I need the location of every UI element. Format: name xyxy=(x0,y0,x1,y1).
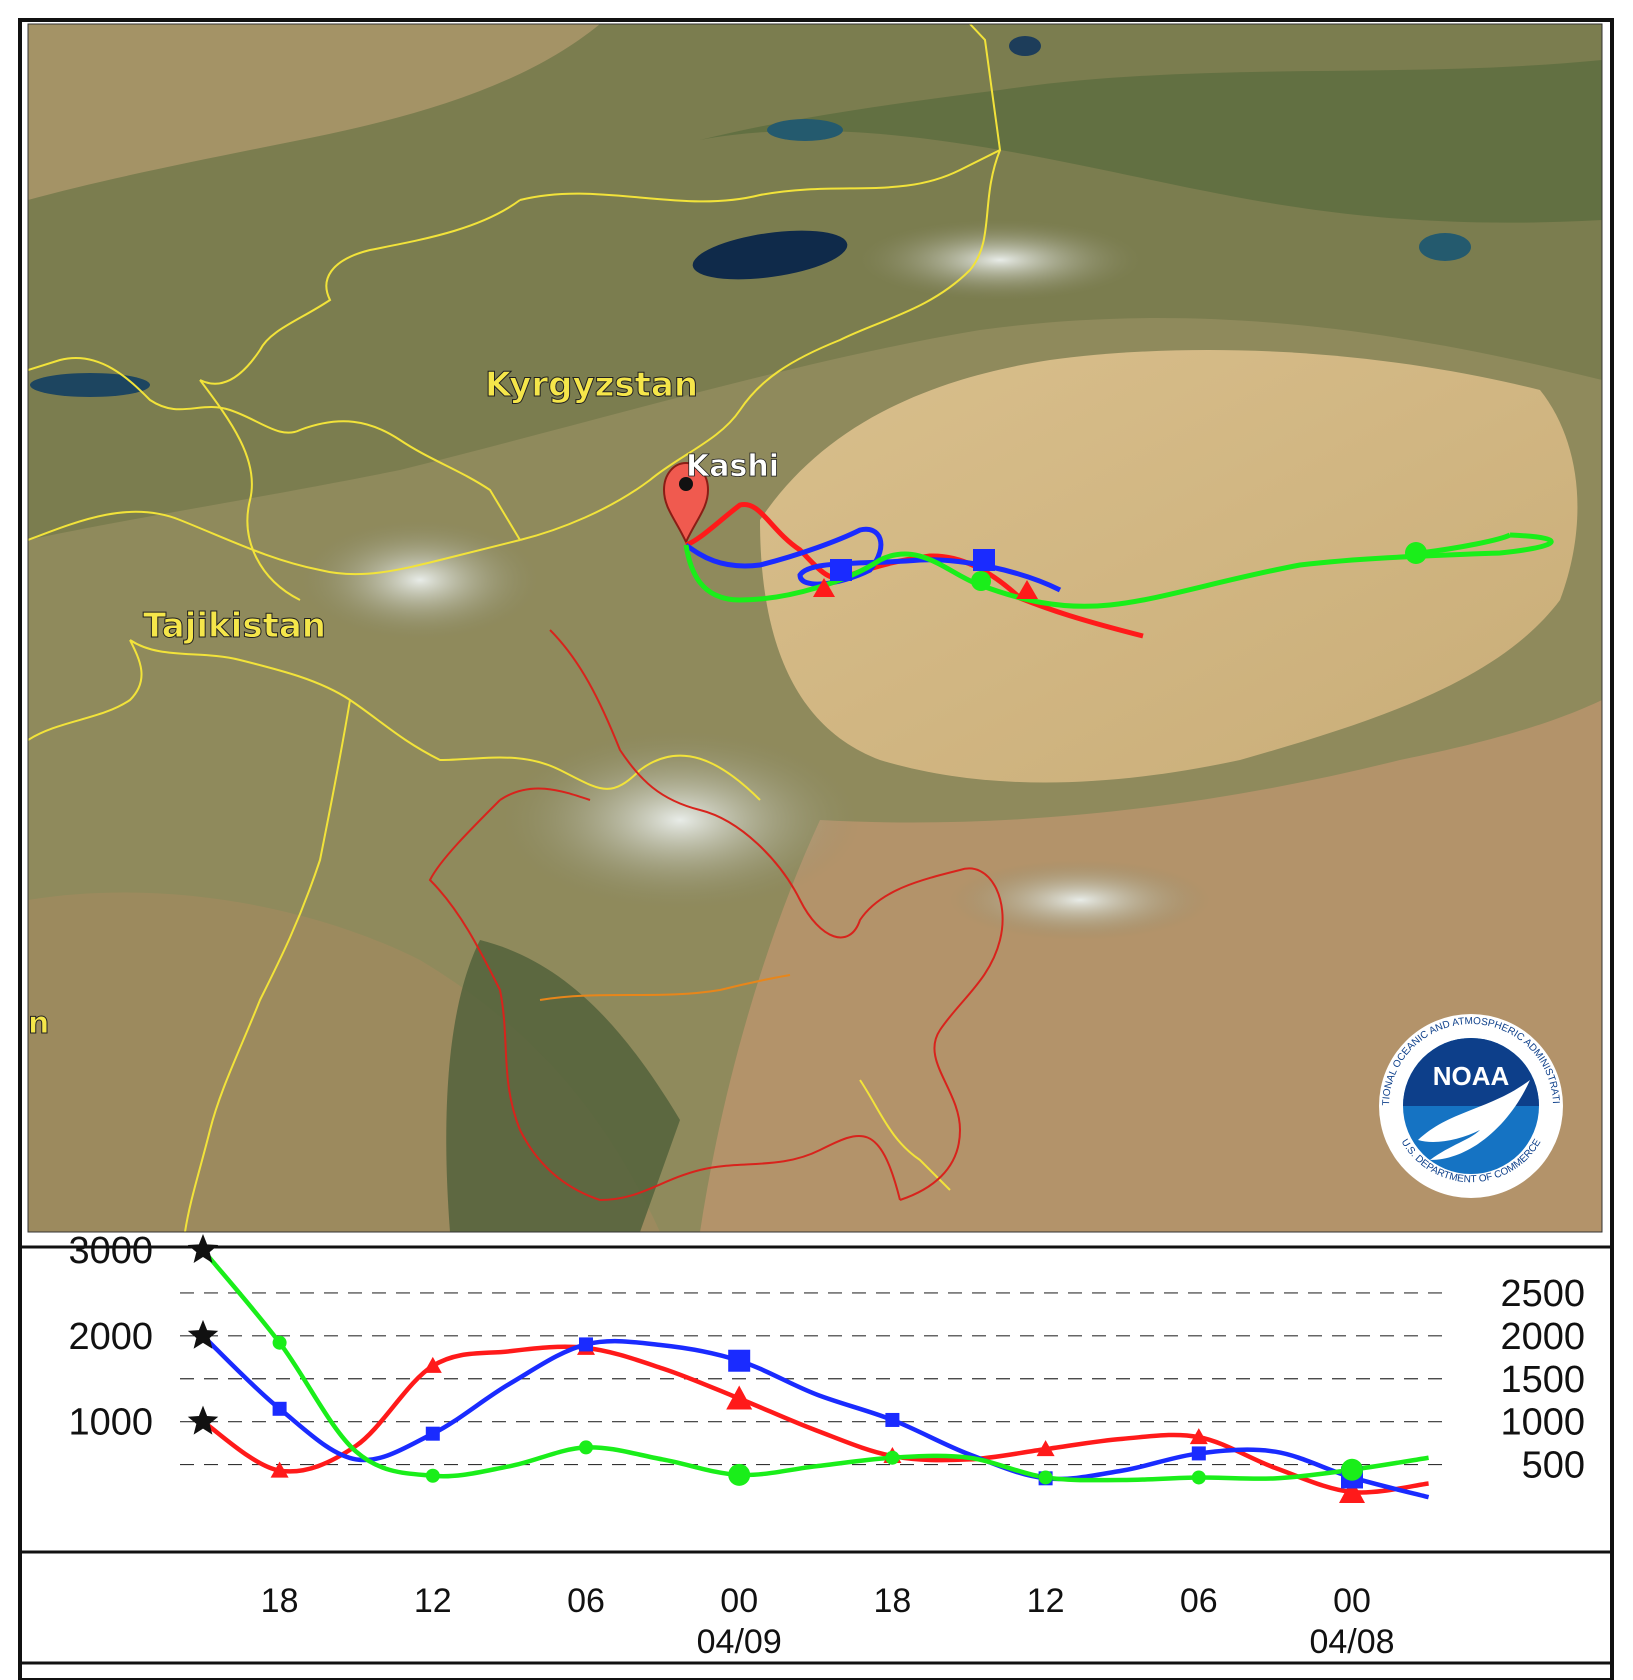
region-borders xyxy=(428,629,1004,1202)
series-markers xyxy=(270,1335,1365,1504)
x-tick-label: 18 xyxy=(873,1582,911,1620)
country-borders xyxy=(28,24,1002,1232)
noaa-gull-icon xyxy=(1418,1080,1530,1160)
snow-kunlun xyxy=(950,860,1210,940)
trajectory-green-end xyxy=(1419,532,1512,556)
data-point-circle xyxy=(579,1440,593,1455)
data-point-triangle xyxy=(1339,1479,1365,1504)
data-point-square xyxy=(728,1349,751,1372)
data-point-circle xyxy=(272,1335,287,1350)
region-border-alt xyxy=(539,974,791,1001)
trajectory-red-marker xyxy=(813,578,835,597)
x-date-label: 04/09 xyxy=(697,1623,782,1661)
map-pin-dot xyxy=(679,477,693,491)
right-tick-label: 1500 xyxy=(1500,1359,1585,1401)
series-line xyxy=(201,1344,1429,1495)
data-point-circle xyxy=(728,1463,751,1486)
kashi-pin[interactable] xyxy=(662,461,710,545)
lake-kapchagay xyxy=(767,119,843,141)
data-point-square xyxy=(425,1426,440,1441)
map-panel: Kyrgyzstan Tajikistan n Kashi NOAA NA xyxy=(28,24,1602,1232)
data-point-square xyxy=(272,1401,287,1416)
snow-karakoram xyxy=(500,730,860,910)
start-star-icon xyxy=(187,1405,219,1435)
lake-small-north xyxy=(1009,36,1041,56)
left-tick-label: 1000 xyxy=(68,1402,153,1444)
lake-issyk-kul xyxy=(692,230,848,280)
trajectory-green-marker xyxy=(1405,542,1427,564)
right-tick-label: 500 xyxy=(1522,1445,1585,1487)
noaa-logo-upper xyxy=(1403,1038,1539,1106)
data-point-circle xyxy=(885,1450,900,1465)
data-point-circle xyxy=(1341,1458,1363,1481)
taklamakan-desert xyxy=(760,350,1578,783)
data-point-square xyxy=(1191,1446,1206,1461)
data-point-square xyxy=(579,1337,593,1352)
data-point-circle xyxy=(1038,1470,1053,1485)
data-point-square xyxy=(885,1412,900,1427)
data-point-triangle xyxy=(270,1461,289,1478)
label-tajikistan: Tajikistan xyxy=(143,606,326,646)
data-point-triangle xyxy=(726,1385,753,1410)
series-line xyxy=(201,1334,1430,1500)
x-tick-label: 18 xyxy=(261,1582,299,1620)
trajectory-blue-marker xyxy=(973,549,995,571)
x-tick-label: 00 xyxy=(1333,1582,1371,1620)
x-date-label: 04/08 xyxy=(1309,1623,1394,1661)
lake-west xyxy=(30,373,150,397)
x-tick-label: 06 xyxy=(1180,1582,1218,1620)
map-border xyxy=(27,23,1603,1233)
x-tick-label: 12 xyxy=(1027,1582,1065,1620)
label-clipped-edge: n xyxy=(28,1006,49,1041)
data-point-triangle xyxy=(1036,1440,1055,1457)
terrain-tianshan xyxy=(700,60,1602,223)
trajectory-red-marker xyxy=(1016,580,1038,599)
map-pin-icon xyxy=(662,461,710,545)
right-tick-label: 2000 xyxy=(1500,1316,1585,1358)
terrain-green-valley xyxy=(446,940,680,1232)
x-tick-label: 00 xyxy=(720,1582,758,1620)
snow-tianshan xyxy=(860,220,1140,300)
trajectory-green-marker xyxy=(971,571,991,591)
series-lines xyxy=(201,1248,1430,1500)
trajectory-green xyxy=(683,532,1554,609)
data-point-circle xyxy=(1191,1470,1206,1485)
data-point-triangle xyxy=(1189,1428,1208,1445)
x-tick-label: 12 xyxy=(414,1582,452,1620)
right-tick-label: 1000 xyxy=(1500,1402,1585,1444)
tibet-plateau xyxy=(700,700,1602,1232)
start-star-icon xyxy=(187,1319,219,1349)
right-tick-label: 2500 xyxy=(1500,1273,1585,1315)
noaa-acronym: NOAA xyxy=(1433,1061,1510,1091)
snow-pamir xyxy=(300,520,540,640)
label-kyrgyzstan: Kyrgyzstan xyxy=(485,365,698,405)
data-point-circle xyxy=(425,1468,440,1483)
trajectory-blue-marker xyxy=(830,559,852,581)
start-star-icon xyxy=(187,1234,219,1263)
label-kashi: Kashi xyxy=(686,449,779,484)
left-tick-label: 3000 xyxy=(68,1230,153,1272)
start-stars xyxy=(187,1234,219,1435)
x-tick-label: 06 xyxy=(567,1582,605,1620)
left-axis-ticks: 3000 2000 1000 xyxy=(68,1230,153,1444)
terrain-northwest xyxy=(28,24,600,200)
lake-bosten xyxy=(1419,233,1471,261)
series-line xyxy=(201,1248,1429,1483)
data-point-triangle xyxy=(423,1356,442,1373)
left-tick-label: 2000 xyxy=(68,1316,153,1358)
